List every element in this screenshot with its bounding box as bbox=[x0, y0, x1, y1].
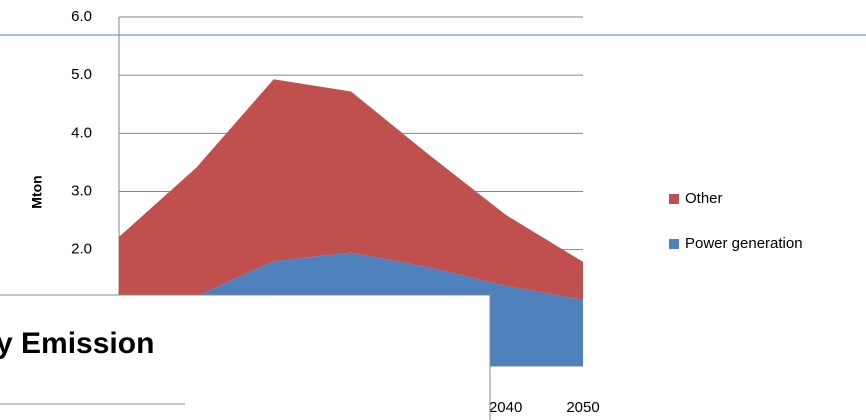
y-tick-label: 4.0 bbox=[71, 124, 92, 141]
y-tick-label: 5.0 bbox=[71, 66, 92, 83]
y-axis-label: Mton bbox=[29, 175, 45, 208]
y-tick-label: 3.0 bbox=[71, 182, 92, 199]
legend-label: Power generation bbox=[685, 235, 803, 252]
overlay-panel bbox=[0, 294, 491, 420]
area bbox=[119, 79, 583, 308]
legend: Other Power generation bbox=[669, 190, 803, 252]
legend-swatch bbox=[669, 239, 679, 249]
legend-swatch bbox=[669, 194, 679, 204]
overlay-title: y Emission bbox=[0, 327, 154, 360]
legend-label: Other bbox=[685, 190, 723, 207]
x-tick-label: 2050 bbox=[566, 399, 599, 416]
y-tick-label: 6.0 bbox=[71, 8, 92, 25]
x-tick-label: 2040 bbox=[489, 399, 522, 416]
y-tick-label: 2.0 bbox=[71, 241, 92, 258]
